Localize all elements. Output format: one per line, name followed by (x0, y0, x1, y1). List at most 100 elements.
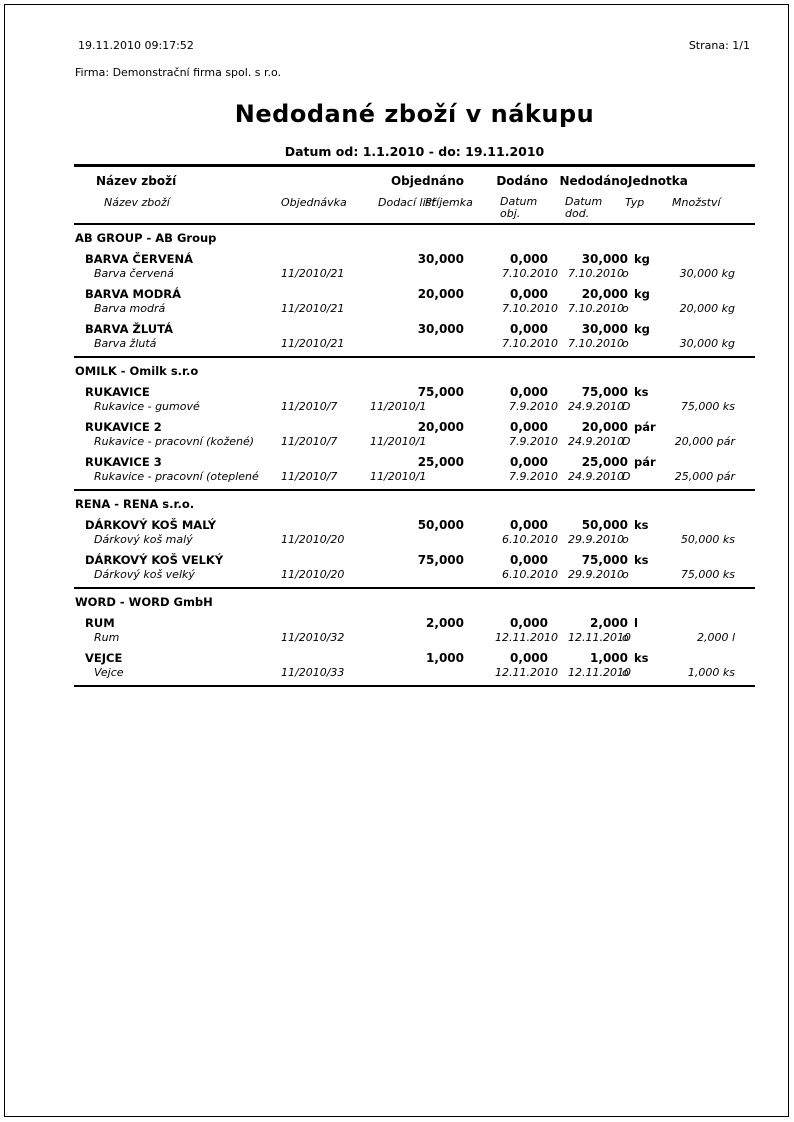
table-row: BARVA MODRÁ 20,000 0,000 20,000 kg Barva… (74, 287, 755, 317)
item-detail-row: Dárkový koš velký 11/2010/20 6.10.2010 2… (74, 568, 755, 583)
table-row: DÁRKOVÝ KOŠ VELKÝ 75,000 0,000 75,000 ks… (74, 553, 755, 583)
item-date-delivered: 7.10.2010 (568, 302, 624, 315)
item-ordered: 25,000 (417, 455, 464, 469)
item-quantity: 75,000 ks (680, 568, 735, 581)
supplier-group: WORD - WORD GmbH RUM 2,000 0,000 2,000 l… (74, 589, 755, 687)
item-name-main: RUKAVICE (85, 385, 150, 399)
item-date-delivered: 12.11.2010 (568, 631, 631, 644)
item-name-main: VEJCE (85, 651, 123, 665)
subheader-date-ordered: Datum obj. (500, 196, 537, 220)
report-date-range: Datum od: 1.1.2010 - do: 19.11.2010 (284, 144, 545, 159)
item-type: D (622, 435, 631, 448)
item-date-ordered: 6.10.2010 (502, 568, 558, 581)
item-name-main: DÁRKOVÝ KOŠ VELKÝ (85, 553, 224, 567)
item-unit: kg (634, 322, 650, 336)
item-date-ordered: 7.10.2010 (502, 337, 558, 350)
item-order-number: 11/2010/20 (281, 533, 345, 546)
item-ordered: 50,000 (417, 518, 464, 532)
item-name-main: BARVA ČERVENÁ (85, 252, 193, 266)
item-ordered: 1,000 (426, 651, 464, 665)
item-unit: ks (634, 518, 649, 532)
item-delivery-note: 11/2010/1 (370, 400, 427, 413)
item-quantity: 2,000 l (696, 631, 735, 644)
item-ordered: 2,000 (426, 616, 464, 630)
supplier-group-items: DÁRKOVÝ KOŠ MALÝ 50,000 0,000 50,000 ks … (74, 518, 755, 583)
item-delivered: 0,000 (510, 553, 548, 567)
item-delivered: 0,000 (510, 455, 548, 469)
subheader-date-ordered-line2: obj. (500, 207, 521, 220)
item-date-delivered: 29.9.2010 (568, 533, 624, 546)
item-name-main: RUM (85, 616, 115, 630)
item-ordered: 30,000 (417, 252, 464, 266)
company-line: Firma: Demonstrační firma spol. s r.o. (75, 66, 282, 79)
item-order-number: 11/2010/21 (281, 337, 345, 350)
supplier-group: RENA - RENA s.r.o. DÁRKOVÝ KOŠ MALÝ 50,0… (74, 491, 755, 589)
item-type: o (622, 302, 629, 315)
item-undelivered: 20,000 (581, 420, 628, 434)
page-meta-row: 19.11.2010 09:17:52 Strana: 1/1 (74, 39, 755, 53)
item-quantity: 75,000 ks (680, 400, 735, 413)
header-item-name: Název zboží (96, 174, 177, 188)
item-date-ordered: 12.11.2010 (495, 631, 558, 644)
item-type: o (622, 631, 629, 644)
subheader-quantity: Množství (672, 196, 721, 209)
item-delivered: 0,000 (510, 518, 548, 532)
table-header-primary: Název zboží Objednáno Dodáno Nedodáno Je… (74, 174, 755, 190)
item-type: o (622, 533, 629, 546)
item-type: o (622, 568, 629, 581)
item-quantity: 30,000 kg (679, 267, 735, 280)
item-undelivered: 75,000 (581, 553, 628, 567)
item-undelivered: 20,000 (581, 287, 628, 301)
print-timestamp: 19.11.2010 09:17:52 (78, 39, 194, 52)
item-undelivered: 1,000 (590, 651, 628, 665)
item-summary-row: BARVA ČERVENÁ 30,000 0,000 30,000 kg (74, 252, 755, 267)
item-name-detail: Rum (94, 631, 120, 644)
item-unit: pár (634, 455, 656, 469)
item-type: D (622, 400, 631, 413)
item-name-detail: Barva modrá (94, 302, 166, 315)
item-delivered: 0,000 (510, 287, 548, 301)
item-detail-row: Barva červená 11/2010/21 7.10.2010 7.10.… (74, 267, 755, 282)
item-unit: ks (634, 385, 649, 399)
item-unit: ks (634, 553, 649, 567)
item-unit: kg (634, 252, 650, 266)
supplier-group-items: RUKAVICE 75,000 0,000 75,000 ks Rukavice… (74, 385, 755, 485)
item-delivery-note: 11/2010/1 (370, 470, 427, 483)
item-type: o (622, 337, 629, 350)
item-detail-row: Barva žlutá 11/2010/21 7.10.2010 7.10.20… (74, 337, 755, 352)
item-undelivered: 30,000 (581, 252, 628, 266)
item-ordered: 75,000 (417, 385, 464, 399)
supplier-group-header: WORD - WORD GmbH (75, 595, 213, 609)
item-name-main: BARVA MODRÁ (85, 287, 182, 301)
supplier-group-header: AB GROUP - AB Group (75, 231, 217, 245)
item-order-number: 11/2010/20 (281, 568, 345, 581)
subheader-type: Typ (625, 196, 645, 209)
table-body: AB GROUP - AB Group BARVA ČERVENÁ 30,000… (74, 225, 755, 687)
item-quantity: 20,000 pár (674, 435, 735, 448)
page-number: Strana: 1/1 (688, 39, 750, 52)
item-quantity: 30,000 kg (679, 337, 735, 350)
item-date-delivered: 12.11.2010 (568, 666, 631, 679)
item-date-delivered: 7.10.2010 (568, 337, 624, 350)
item-type: o (622, 267, 629, 280)
item-summary-row: BARVA MODRÁ 20,000 0,000 20,000 kg (74, 287, 755, 302)
item-delivered: 0,000 (510, 252, 548, 266)
item-date-delivered: 24.9.2010 (568, 470, 624, 483)
item-date-ordered: 7.9.2010 (509, 400, 558, 413)
item-name-main: BARVA ŽLUTÁ (85, 322, 173, 336)
item-order-number: 11/2010/7 (281, 470, 338, 483)
item-detail-row: Rukavice - gumové 11/2010/7 11/2010/1 7.… (74, 400, 755, 415)
item-detail-row: Rukavice - pracovní (kožené) 11/2010/7 1… (74, 435, 755, 450)
item-order-number: 11/2010/32 (281, 631, 345, 644)
item-ordered: 20,000 (417, 420, 464, 434)
item-delivery-note: 11/2010/1 (370, 435, 427, 448)
table-row: RUKAVICE 2 20,000 0,000 20,000 pár Rukav… (74, 420, 755, 450)
supplier-group-items: BARVA ČERVENÁ 30,000 0,000 30,000 kg Bar… (74, 252, 755, 352)
supplier-group: AB GROUP - AB Group BARVA ČERVENÁ 30,000… (74, 225, 755, 358)
item-order-number: 11/2010/21 (281, 267, 345, 280)
item-summary-row: VEJCE 1,000 0,000 1,000 ks (74, 651, 755, 666)
item-undelivered: 2,000 (590, 616, 628, 630)
item-date-delivered: 7.10.2010 (568, 267, 624, 280)
item-ordered: 30,000 (417, 322, 464, 336)
item-summary-row: BARVA ŽLUTÁ 30,000 0,000 30,000 kg (74, 322, 755, 337)
